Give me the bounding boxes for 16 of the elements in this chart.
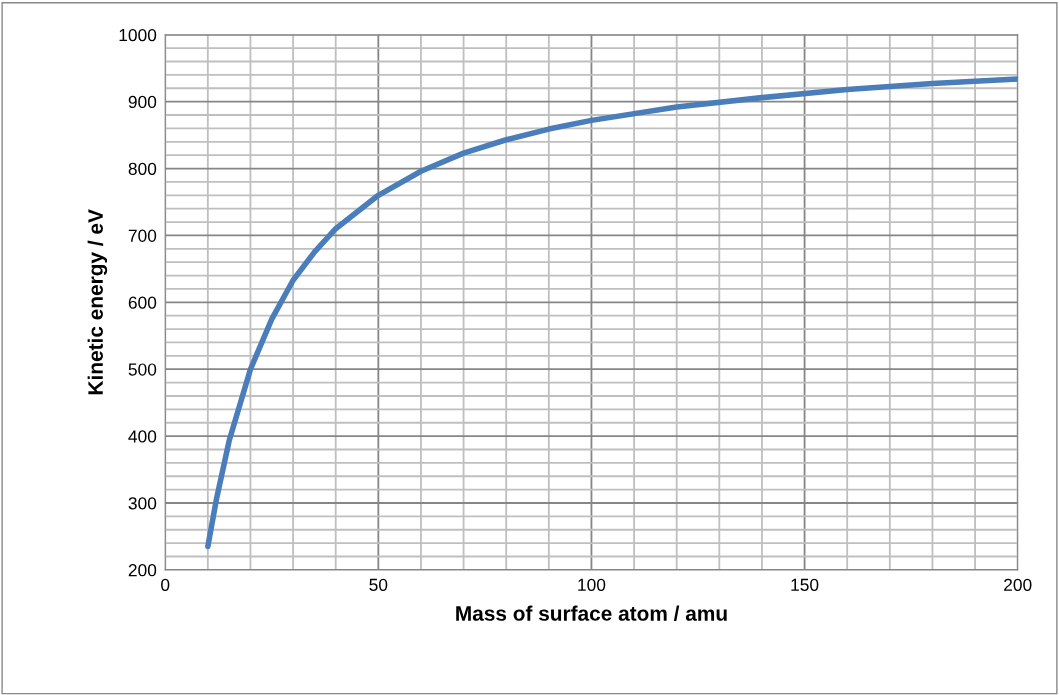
y-tick-label: 1000 bbox=[119, 28, 157, 42]
x-tick-label: 0 bbox=[161, 578, 170, 591]
y-tick-label: 300 bbox=[128, 497, 157, 510]
x-tick-label: 150 bbox=[791, 578, 819, 591]
x-tick-label: 200 bbox=[1004, 578, 1032, 591]
x-tick-label: 100 bbox=[578, 578, 606, 591]
y-tick-label: 900 bbox=[128, 95, 157, 109]
y-tick-label: 800 bbox=[128, 162, 157, 175]
x-tick-label: 50 bbox=[369, 578, 388, 591]
y-tick-label: 500 bbox=[128, 363, 157, 376]
y-axis-title: Kinetic energy / eV bbox=[87, 209, 108, 395]
x-axis-title: Mass of surface atom / amu bbox=[456, 605, 727, 622]
y-tick-label: 400 bbox=[128, 430, 157, 443]
y-tick-label: 600 bbox=[128, 296, 157, 309]
y-tick-label: 200 bbox=[128, 564, 157, 577]
y-tick-label: 700 bbox=[128, 229, 157, 242]
